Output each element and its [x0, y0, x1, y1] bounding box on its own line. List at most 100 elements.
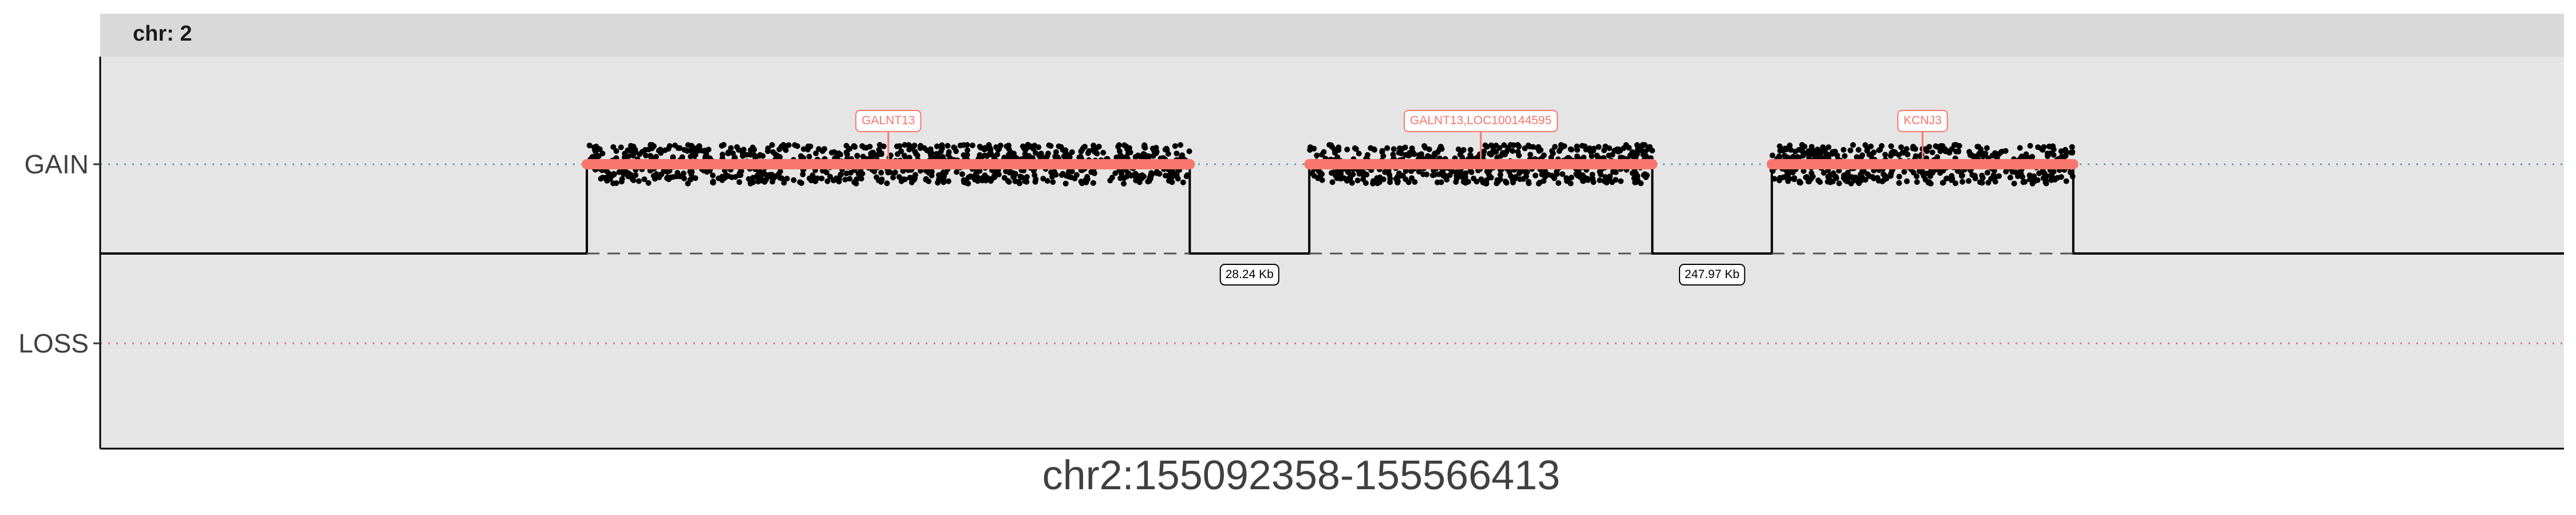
probe-point	[619, 179, 625, 184]
probe-point	[1453, 179, 1459, 185]
probe-point	[1610, 169, 1616, 175]
probe-point	[1805, 151, 1811, 157]
probe-point	[1146, 153, 1152, 159]
probe-point	[1507, 169, 1512, 175]
probe-point	[1590, 172, 1595, 177]
probe-point	[1788, 147, 1793, 153]
probe-point	[1498, 172, 1503, 177]
probe-point	[1319, 171, 1325, 177]
probe-point	[1495, 179, 1501, 184]
probe-point	[1772, 176, 1777, 182]
probe-point	[1555, 180, 1561, 186]
gene-label-2: KCNJ3	[1903, 114, 1942, 127]
probe-point	[1634, 179, 1640, 184]
probe-point	[1864, 148, 1870, 154]
probe-point	[1384, 145, 1390, 151]
probe-point	[1502, 152, 1508, 157]
probe-point	[1032, 143, 1037, 149]
probe-point	[1871, 149, 1876, 155]
probe-point	[776, 171, 782, 177]
probe-point	[1552, 144, 1558, 150]
probe-point	[1985, 180, 1991, 185]
probe-point	[2003, 169, 2009, 175]
probe-point	[1623, 142, 1629, 148]
probe-point	[1556, 148, 1562, 154]
probe-point	[1348, 176, 1353, 181]
probe-point	[1832, 173, 1838, 179]
probe-point	[1574, 147, 1580, 153]
probe-point	[760, 153, 766, 159]
probe-point	[1913, 146, 1918, 152]
probe-point	[1092, 171, 1097, 176]
probe-point	[1504, 180, 1510, 185]
probe-point	[733, 174, 738, 180]
probe-point	[702, 154, 708, 160]
probe-point	[2059, 174, 2064, 180]
probe-point	[598, 176, 604, 181]
probe-point	[954, 169, 959, 175]
probe-point	[2051, 152, 2057, 158]
probe-point	[1601, 148, 1607, 153]
probe-point	[1865, 171, 1871, 177]
probe-point	[1469, 169, 1475, 175]
probe-point	[631, 177, 637, 183]
probe-point	[1527, 144, 1533, 149]
probe-point	[854, 153, 860, 159]
probe-point	[934, 144, 940, 149]
probe-point	[975, 178, 981, 184]
probe-point	[1440, 173, 1446, 179]
probe-point	[610, 144, 616, 150]
probe-point	[2045, 153, 2050, 159]
probe-point	[1589, 153, 1595, 159]
probe-point	[1033, 179, 1038, 185]
probe-point	[1812, 154, 1818, 160]
probe-point	[961, 179, 967, 185]
probe-point	[1391, 146, 1397, 152]
probe-point	[1085, 150, 1091, 156]
probe-point	[1184, 173, 1190, 179]
probe-point	[1459, 171, 1464, 176]
probe-point	[2068, 150, 2074, 156]
probe-point	[1493, 142, 1499, 148]
probe-point	[1311, 146, 1317, 152]
probe-point	[1803, 175, 1809, 180]
probe-point	[751, 146, 757, 152]
probe-point	[1618, 179, 1623, 184]
probe-point	[1355, 177, 1361, 183]
probe-point	[1959, 173, 1965, 179]
probe-point	[2028, 143, 2033, 149]
probe-point	[710, 179, 716, 184]
probe-point	[1841, 147, 1847, 153]
probe-point	[1574, 171, 1579, 177]
probe-point	[1615, 149, 1621, 154]
probe-point	[1992, 150, 1998, 156]
probe-point	[2024, 152, 2029, 157]
probe-point	[1370, 181, 1376, 187]
probe-point	[1344, 146, 1350, 152]
probe-point	[1488, 152, 1494, 157]
probe-point	[877, 142, 883, 148]
probe-point	[1642, 171, 1648, 177]
probe-point	[977, 144, 983, 149]
probe-point	[939, 142, 945, 148]
probe-point	[730, 150, 736, 156]
probe-point	[672, 142, 678, 148]
probe-point	[1834, 153, 1840, 159]
probe-point	[1116, 142, 1122, 148]
probe-point	[1826, 144, 1831, 150]
probe-point	[2030, 179, 2036, 185]
probe-point	[1919, 152, 1925, 157]
probe-point	[696, 146, 702, 152]
probe-point	[1016, 179, 1022, 185]
probe-point	[965, 142, 970, 148]
probe-point	[1393, 176, 1399, 182]
probe-point	[2063, 147, 2068, 153]
probe-point	[876, 147, 882, 153]
probe-point	[741, 146, 746, 152]
probe-point	[1966, 178, 1971, 184]
probe-point	[1172, 143, 1178, 149]
probe-point	[1064, 173, 1069, 179]
probe-point	[1309, 171, 1315, 176]
probe-point	[1510, 180, 1516, 185]
probe-point	[607, 176, 613, 181]
